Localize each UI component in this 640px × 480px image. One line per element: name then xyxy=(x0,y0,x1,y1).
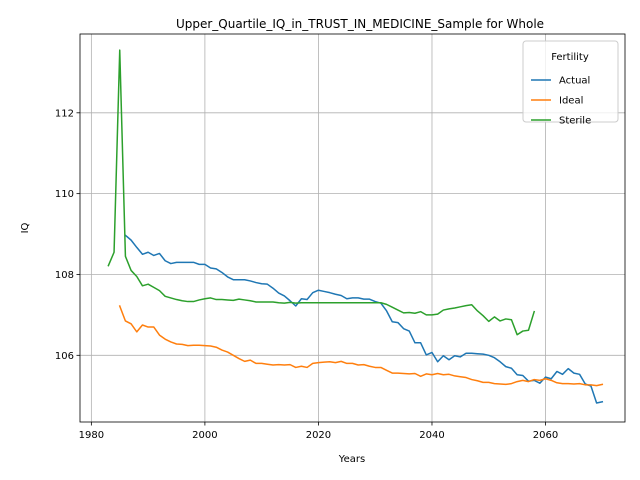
legend-box xyxy=(522,40,619,123)
legend-label-actual: Actual xyxy=(559,76,590,87)
y-tick-label: 108 xyxy=(55,270,74,281)
x-tick-label: 2060 xyxy=(533,430,558,441)
series-line-sterile xyxy=(107,49,536,336)
series-line-ideal xyxy=(118,305,604,387)
y-axis-ticks: 106 108 110 112 xyxy=(55,108,80,362)
legend-items: Actual Ideal Sterile xyxy=(531,76,591,127)
plot-frame xyxy=(79,33,626,423)
x-tick-label: 2040 xyxy=(419,430,444,441)
y-tick-label: 106 xyxy=(55,351,74,362)
y-tick-label: 112 xyxy=(55,108,74,119)
x-tick-label: 2020 xyxy=(306,430,331,441)
series-lines xyxy=(107,49,604,404)
x-tick-label: 1980 xyxy=(79,430,104,441)
x-axis-label: Years xyxy=(338,454,365,465)
legend: Fertility Actual Ideal Sterile xyxy=(522,40,619,127)
legend-label-ideal: Ideal xyxy=(559,96,583,107)
x-tick-label: 2000 xyxy=(192,430,217,441)
y-tick-label: 110 xyxy=(55,189,74,200)
chart-title: Upper_Quartile_IQ_in_TRUST_IN_MEDICINE_S… xyxy=(176,17,544,31)
y-axis-label: IQ xyxy=(20,222,31,233)
series-line-actual xyxy=(124,234,604,404)
legend-label-sterile: Sterile xyxy=(559,116,591,127)
legend-title: Fertility xyxy=(551,52,589,63)
grid-lines xyxy=(80,34,625,422)
x-axis-ticks: 1980 2000 2020 2040 2060 xyxy=(79,422,558,441)
